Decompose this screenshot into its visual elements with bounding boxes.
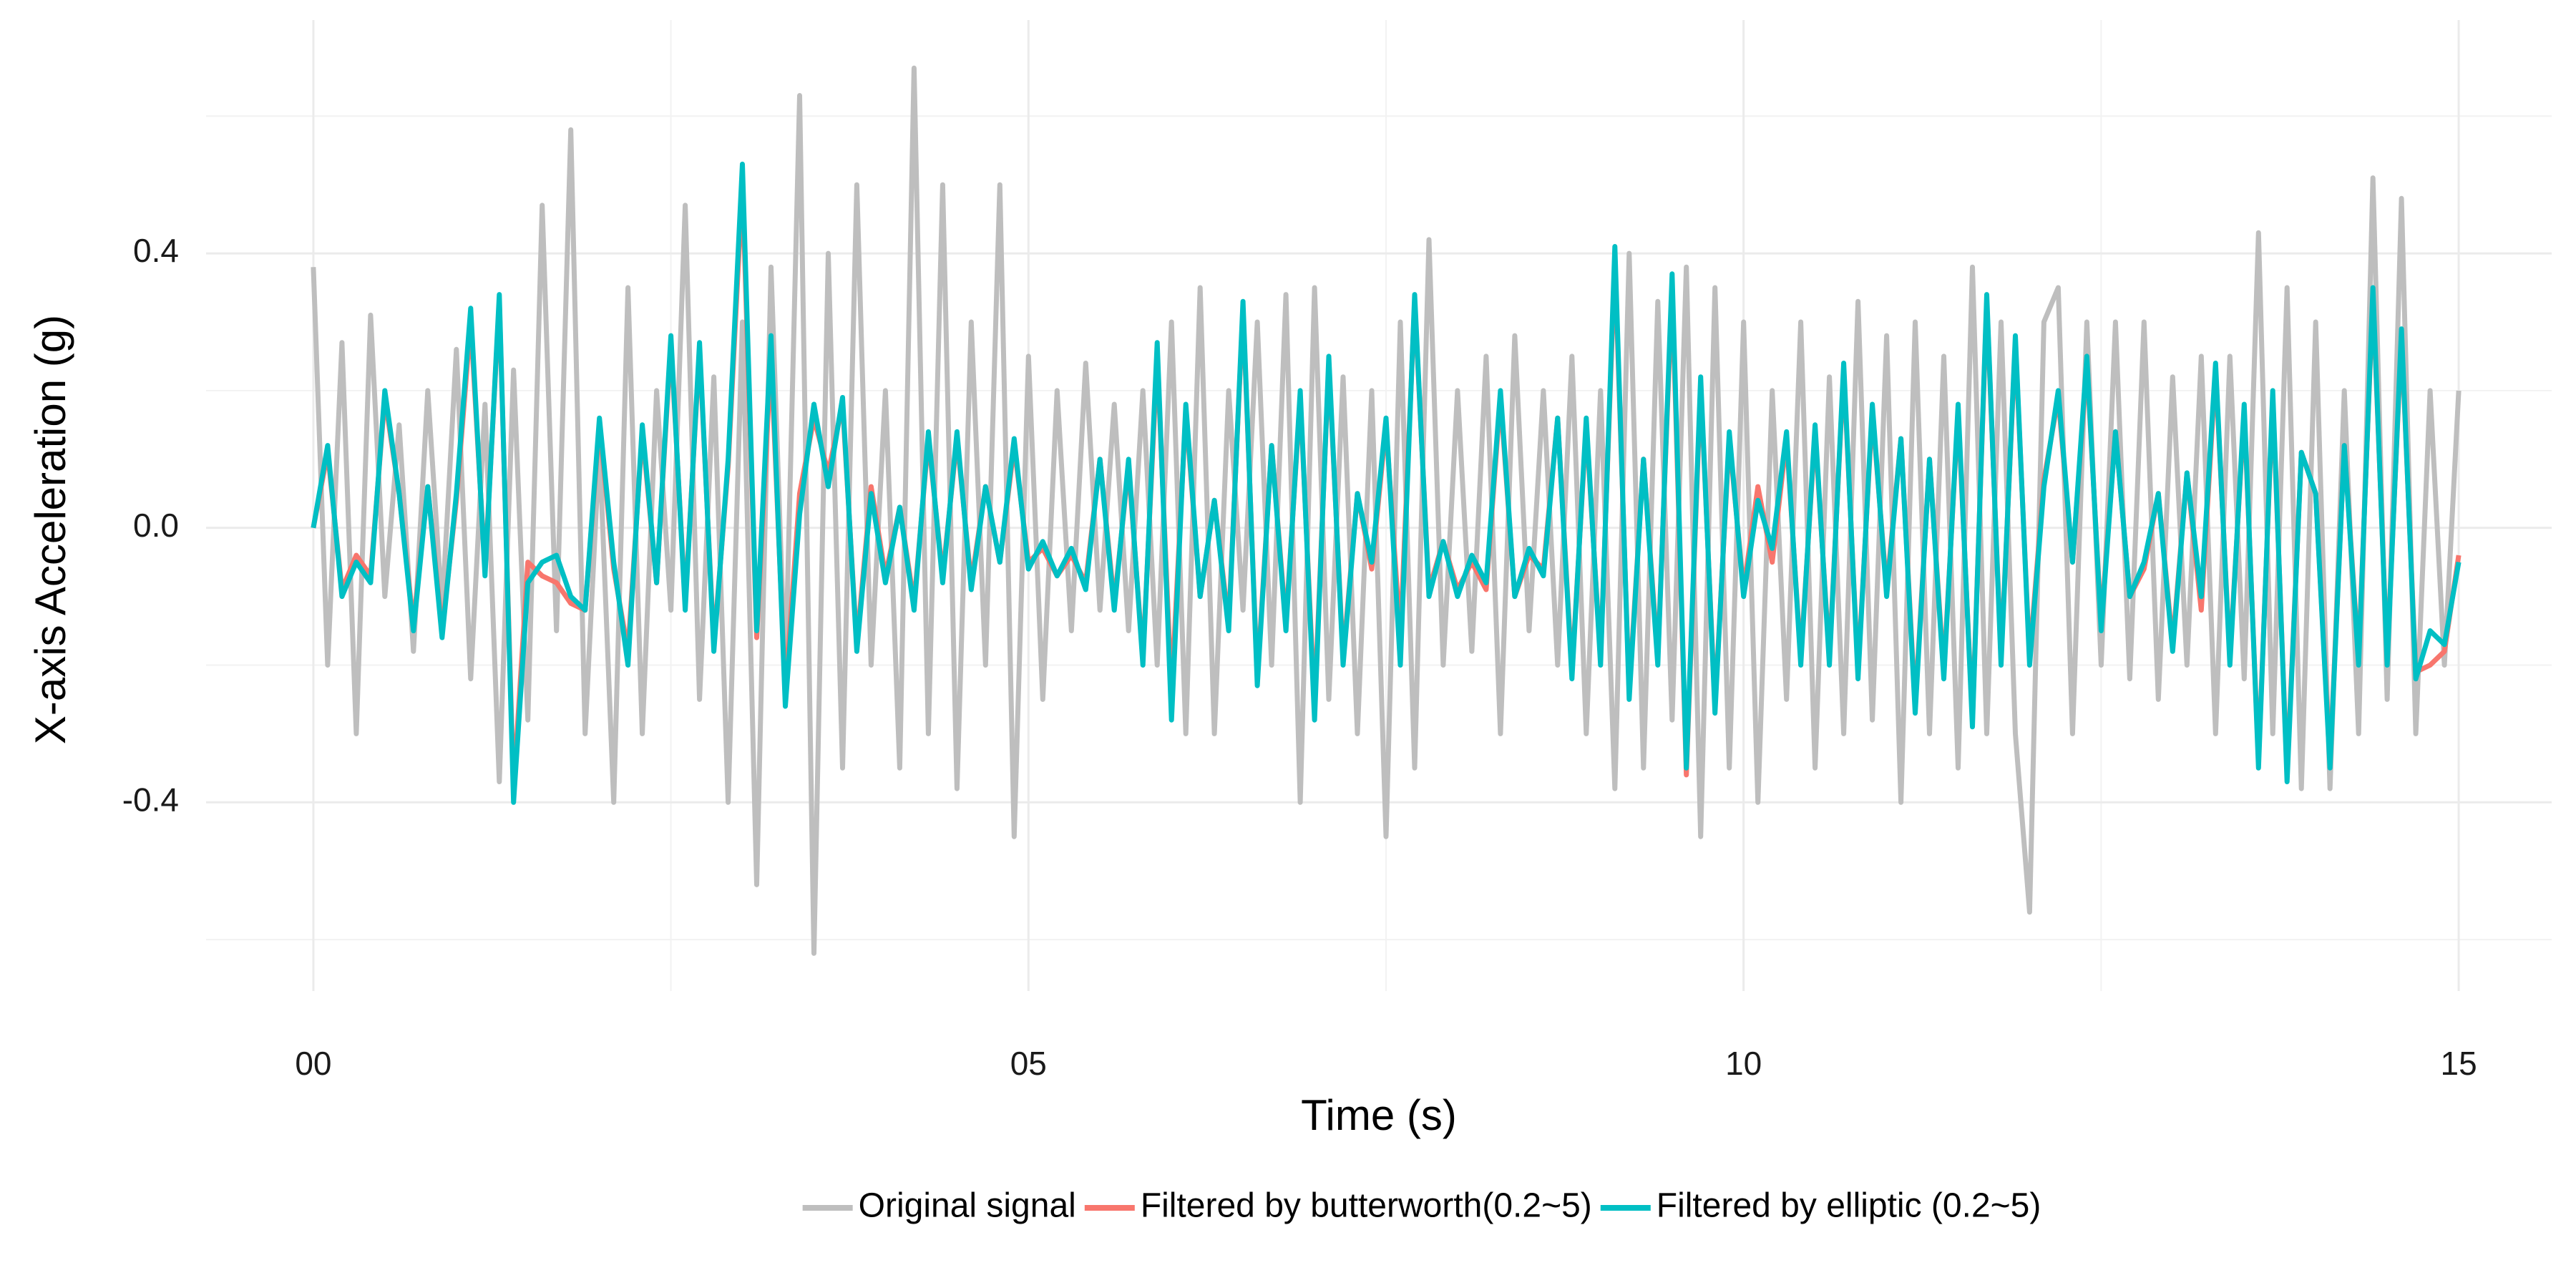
legend-label: Filtered by elliptic (0.2~5) [1657,1187,2041,1225]
series-line [311,65,2462,956]
legend-label: Original signal [859,1187,1076,1225]
x-tick-label: 15 [2440,1045,2477,1082]
x-tick-label: 05 [1010,1045,1047,1082]
x-axis-title: Time (s) [1301,1091,1457,1139]
y-tick-label: 0.0 [133,507,179,544]
legend-item: Filtered by elliptic (0.2~5) [1600,1187,2041,1225]
x-tick-label: 10 [1725,1045,1762,1082]
legend-item: Filtered by butterworth(0.2~5) [1084,1187,1592,1225]
legend-label: Filtered by butterworth(0.2~5) [1141,1187,1592,1225]
legend: Original signal Filtered by butterworth(0… [802,1187,2041,1225]
plot-lines [311,65,2462,956]
y-axis-title: X-axis Acceleration (g) [26,315,74,744]
x-tick-label: 00 [295,1045,331,1082]
grid [206,20,2552,991]
tick-labels: -0.4 0.0 0.4 00 05 10 15 [122,232,2477,1082]
legend-item: Original signal [802,1187,1076,1225]
series-line [311,161,2462,805]
y-tick-label: -0.4 [122,781,179,818]
y-tick-label: 0.4 [133,232,179,269]
